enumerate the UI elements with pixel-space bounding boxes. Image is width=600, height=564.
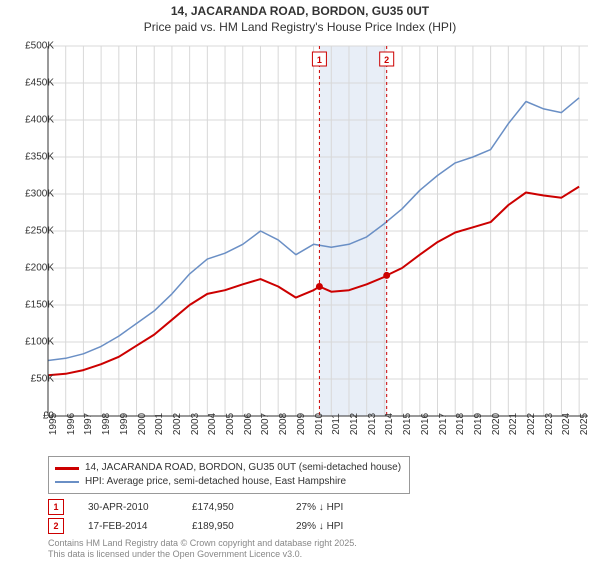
footer-line: This data is licensed under the Open Gov… — [48, 549, 357, 560]
y-tick-label: £200K — [14, 263, 54, 274]
x-tick-label: 1996 — [66, 413, 77, 435]
x-tick-label: 2000 — [137, 413, 148, 435]
y-tick-label: £250K — [14, 226, 54, 237]
legend-label: 14, JACARANDA ROAD, BORDON, GU35 0UT (se… — [85, 461, 401, 475]
y-tick-label: £400K — [14, 115, 54, 126]
x-tick-label: 2006 — [243, 413, 254, 435]
x-tick-label: 2011 — [331, 413, 342, 435]
chart-svg: 12 — [48, 46, 588, 416]
marker-date: 30-APR-2010 — [88, 502, 168, 513]
x-tick-label: 2010 — [314, 413, 325, 435]
x-tick-label: 2018 — [455, 413, 466, 435]
marker-row: 1 30-APR-2010 £174,950 27% ↓ HPI — [48, 499, 376, 515]
chart-subtitle: Price paid vs. HM Land Registry's House … — [0, 20, 600, 34]
marker-delta: 29% ↓ HPI — [296, 521, 376, 532]
chart-title: 14, JACARANDA ROAD, BORDON, GU35 0UT — [0, 4, 600, 18]
marker-delta: 27% ↓ HPI — [296, 502, 376, 513]
legend-item: HPI: Average price, semi-detached house,… — [55, 475, 401, 489]
x-tick-label: 2024 — [561, 413, 572, 435]
x-tick-label: 1997 — [83, 413, 94, 435]
x-tick-label: 2012 — [349, 413, 360, 435]
footer: Contains HM Land Registry data © Crown c… — [48, 538, 357, 560]
y-tick-label: £450K — [14, 78, 54, 89]
marker-price: £174,950 — [192, 502, 272, 513]
x-tick-label: 2003 — [190, 413, 201, 435]
legend-swatch — [55, 467, 79, 470]
chart-plot-area: 12 — [48, 46, 588, 416]
x-tick-label: 2016 — [420, 413, 431, 435]
x-tick-label: 2020 — [491, 413, 502, 435]
marker-table: 1 30-APR-2010 £174,950 27% ↓ HPI 2 17-FE… — [48, 499, 376, 537]
marker-price: £189,950 — [192, 521, 272, 532]
x-tick-label: 2025 — [579, 413, 590, 435]
y-tick-label: £100K — [14, 337, 54, 348]
x-tick-label: 2007 — [260, 413, 271, 435]
y-tick-label: £500K — [14, 41, 54, 52]
marker-date: 17-FEB-2014 — [88, 521, 168, 532]
x-tick-label: 2005 — [225, 413, 236, 435]
x-tick-label: 2021 — [508, 413, 519, 435]
x-tick-label: 2008 — [278, 413, 289, 435]
marker-row: 2 17-FEB-2014 £189,950 29% ↓ HPI — [48, 518, 376, 534]
x-tick-label: 2013 — [367, 413, 378, 435]
svg-text:1: 1 — [317, 55, 322, 65]
y-tick-label: £150K — [14, 300, 54, 311]
x-tick-label: 2001 — [154, 413, 165, 435]
legend: 14, JACARANDA ROAD, BORDON, GU35 0UT (se… — [48, 456, 410, 494]
x-tick-label: 2015 — [402, 413, 413, 435]
x-tick-label: 2004 — [207, 413, 218, 435]
marker-box-icon: 1 — [48, 499, 64, 515]
y-tick-label: £300K — [14, 189, 54, 200]
x-tick-label: 2022 — [526, 413, 537, 435]
y-tick-label: £50K — [14, 374, 54, 385]
legend-item: 14, JACARANDA ROAD, BORDON, GU35 0UT (se… — [55, 461, 401, 475]
footer-line: Contains HM Land Registry data © Crown c… — [48, 538, 357, 549]
y-tick-label: £350K — [14, 152, 54, 163]
x-tick-label: 1995 — [48, 413, 59, 435]
x-tick-label: 1999 — [119, 413, 130, 435]
x-tick-label: 2023 — [544, 413, 555, 435]
svg-text:2: 2 — [384, 55, 389, 65]
legend-label: HPI: Average price, semi-detached house,… — [85, 475, 346, 489]
x-tick-label: 2019 — [473, 413, 484, 435]
x-tick-label: 2009 — [296, 413, 307, 435]
x-tick-label: 2014 — [384, 413, 395, 435]
legend-swatch — [55, 481, 79, 483]
x-tick-label: 2017 — [438, 413, 449, 435]
marker-box-icon: 2 — [48, 518, 64, 534]
x-tick-label: 1998 — [101, 413, 112, 435]
x-tick-label: 2002 — [172, 413, 183, 435]
